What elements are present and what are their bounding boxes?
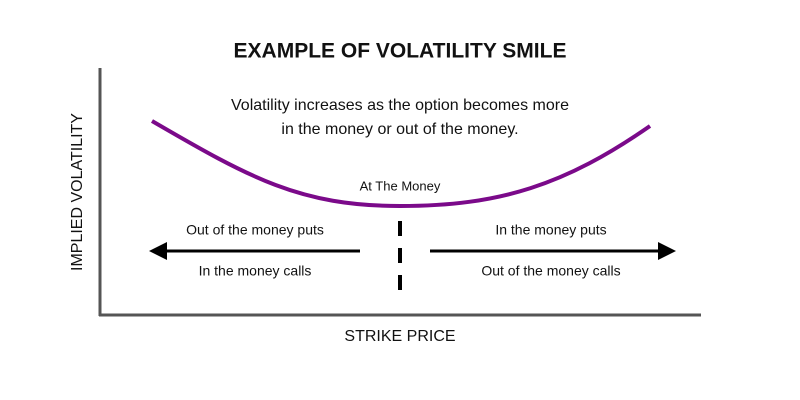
y-axis-label: IMPLIED VOLATILITY bbox=[69, 113, 86, 271]
right-below: Out of the money calls bbox=[481, 263, 620, 279]
annotation-line: Volatility increases as the option becom… bbox=[231, 97, 569, 114]
left-above: Out of the money puts bbox=[186, 222, 324, 238]
right-above: In the money puts bbox=[495, 222, 606, 238]
left-below: In the money calls bbox=[199, 263, 312, 279]
x-axis-label: STRIKE PRICE bbox=[344, 328, 455, 345]
annotation-line: in the money or out of the money. bbox=[281, 121, 518, 138]
smile-curve bbox=[150, 119, 652, 209]
center-label: At The Money bbox=[360, 178, 441, 193]
title: EXAMPLE OF VOLATILITY SMILE bbox=[234, 40, 567, 63]
